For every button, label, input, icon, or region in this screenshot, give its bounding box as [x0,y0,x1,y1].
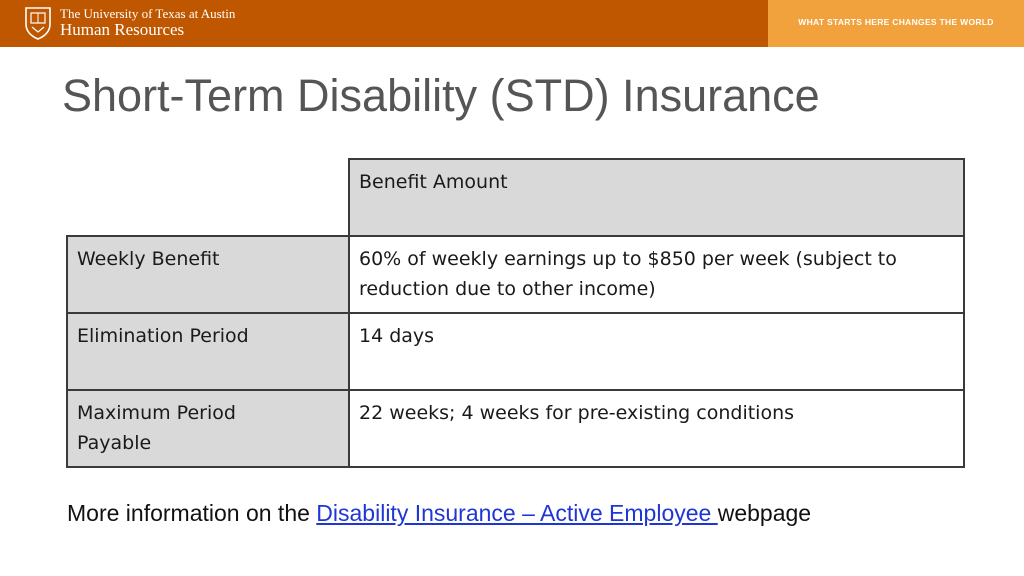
row-label: Weekly Benefit [77,248,220,270]
table-border [66,389,965,391]
tagline: WHAT STARTS HERE CHANGES THE WORLD [798,17,994,27]
more-info-suffix: webpage [717,500,812,526]
row-label: Maximum Period Payable [77,402,236,454]
org-name-line2: Human Resources [60,20,185,39]
slide-title: Short-Term Disability (STD) Insurance [62,70,820,121]
table-border [66,235,965,237]
row-label-cell: Maximum Period Payable [67,390,349,467]
table-border [963,158,965,468]
more-info-prefix: More information on the [67,500,317,526]
table-border [66,312,965,314]
disability-insurance-link[interactable]: Disability Insurance – Active Employee [316,500,718,526]
table-border [348,158,965,160]
row-value: 14 days [359,325,435,347]
table-header-label: Benefit Amount [359,171,508,193]
row-label-cell: Elimination Period [67,313,349,390]
table-header-cell: Benefit Amount [349,159,964,236]
table-border [66,466,965,468]
table-border [348,158,350,468]
tagline-panel: WHAT STARTS HERE CHANGES THE WORLD [768,0,1024,47]
row-value-cell: 60% of weekly earnings up to $850 per we… [349,236,964,313]
org-name-line1: The University of Texas at Austin [60,6,236,21]
row-label: Elimination Period [77,325,249,347]
header-bar: The University of Texas at Austin Human … [0,0,1024,47]
row-value-cell: 14 days [349,313,964,390]
more-info-text: More information on the Disability Insur… [67,500,811,527]
table-border [66,235,68,468]
row-value-cell: 22 weeks; 4 weeks for pre-existing condi… [349,390,964,467]
row-value: 22 weeks; 4 weeks for pre-existing condi… [359,402,795,424]
row-value: 60% of weekly earnings up to $850 per we… [359,248,897,300]
row-label-cell: Weekly Benefit [67,236,349,313]
ut-seal-icon [25,7,51,40]
